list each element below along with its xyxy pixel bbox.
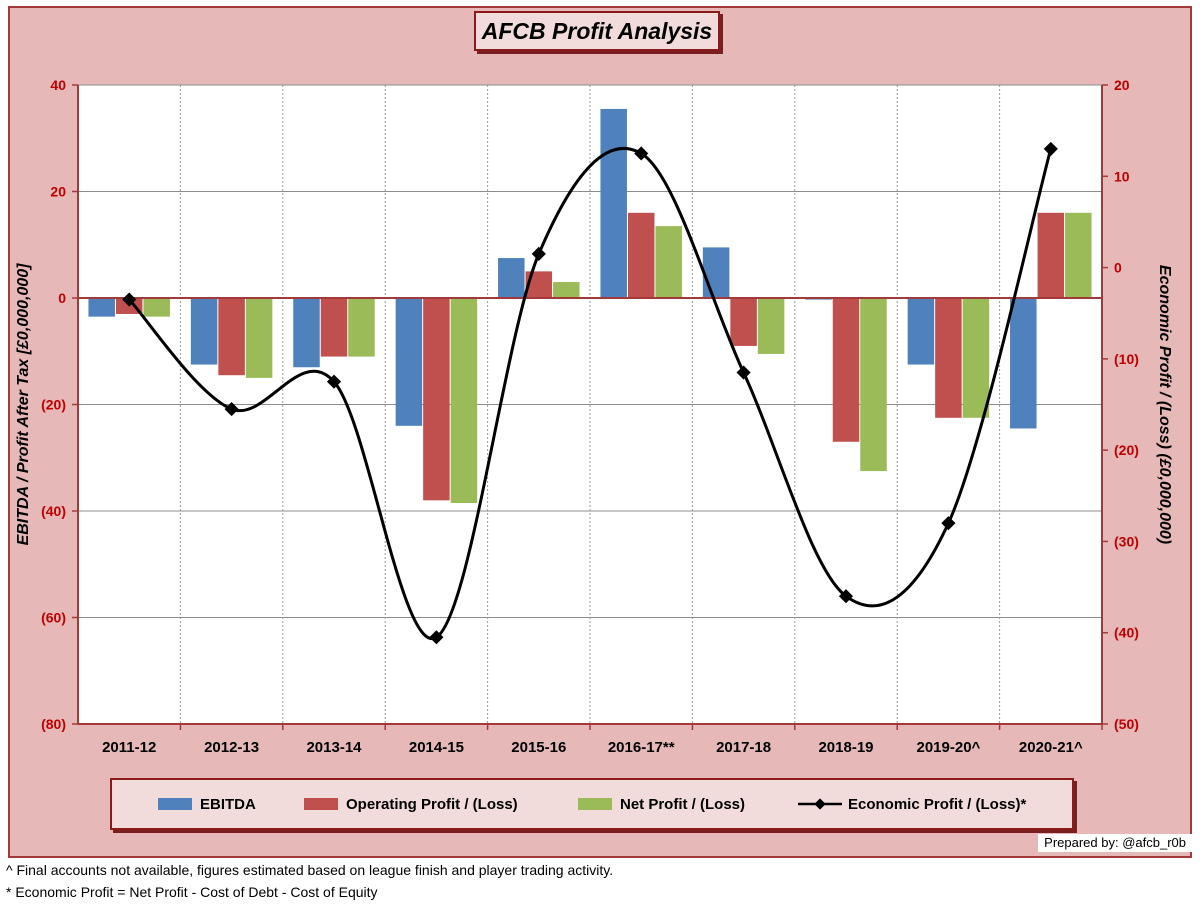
legend-swatch-net [578, 798, 612, 810]
bar-operating-profit [832, 298, 860, 442]
x-tick-label: 2014-15 [409, 739, 464, 756]
bar-net-profit [553, 282, 580, 298]
legend-swatch-operating [304, 798, 338, 810]
legend-item-net: Net Profit / (Loss) [578, 780, 745, 828]
bar-operating-profit [320, 298, 348, 357]
legend-item-ebitda: EBITDA [158, 780, 256, 828]
x-tick-label: 2013-14 [306, 739, 362, 756]
bar-net-profit [860, 298, 887, 472]
x-tick-label: 2015-16 [511, 739, 566, 756]
economic-profit-marker [122, 292, 137, 307]
bar-ebitda [498, 258, 525, 298]
bar-net-profit [143, 298, 170, 317]
left-tick-label: (80) [41, 716, 66, 732]
left-axis-title: EBITDA / Profit After Tax [£0,000,000] [15, 263, 32, 546]
right-tick-label: 0 [1114, 260, 1122, 276]
right-tick-label: (30) [1114, 533, 1139, 549]
economic-profit-marker [736, 365, 751, 380]
footnote-estimated: ^ Final accounts not available, figures … [6, 862, 614, 878]
bar-ebitda [293, 298, 320, 368]
right-axis-title: Economic Profit / (Loss) (£0,000,000) [1156, 265, 1173, 544]
bar-ebitda [88, 298, 115, 317]
x-tick-label: 2017-18 [716, 739, 771, 756]
bar-operating-profit [730, 298, 757, 346]
bar-ebitda [907, 298, 935, 365]
economic-profit-line [128, 147, 1053, 641]
economic-profit-marker [838, 589, 854, 604]
economic-profit-marker [224, 401, 239, 417]
bar-ebitda [190, 298, 218, 365]
x-tick-label: 2018-19 [818, 739, 873, 756]
bar-ebitda [702, 247, 730, 298]
x-tick-label: 2020-21^ [1019, 739, 1083, 756]
bar-ebitda [395, 298, 423, 426]
left-tick-label: 0 [58, 290, 66, 306]
left-tick-label: (40) [41, 503, 66, 519]
bar-operating-profit [1037, 212, 1065, 298]
prepared-by: Prepared by: @afcb_r0b [1038, 834, 1192, 852]
right-tick-label: (50) [1114, 716, 1139, 732]
bar-net-profit [962, 298, 990, 418]
bar-operating-profit [627, 212, 655, 298]
right-tick-label: (40) [1114, 625, 1139, 641]
x-tick-label: 2011-12 [102, 739, 156, 756]
left-tick-label: 40 [50, 77, 66, 93]
x-tick-label: 2019-20^ [916, 739, 980, 756]
right-tick-label: 10 [1114, 168, 1130, 184]
left-tick-label: (60) [41, 610, 66, 626]
bar-net-profit [1065, 212, 1092, 298]
right-tick-label: (10) [1114, 351, 1139, 367]
economic-profit-marker [429, 630, 444, 645]
legend-label-economic: Economic Profit / (Loss)* [848, 795, 1027, 813]
legend-item-operating: Operating Profit / (Loss) [304, 780, 518, 828]
bar-net-profit [757, 298, 785, 354]
legend: EBITDA Operating Profit / (Loss) Net Pro… [110, 778, 1074, 830]
right-tick-label: (20) [1114, 442, 1139, 458]
bar-ebitda [600, 108, 627, 299]
economic-profit-marker [531, 246, 546, 261]
bar-ebitda [1010, 298, 1037, 429]
left-tick-label: 20 [50, 184, 66, 200]
legend-swatch-economic [798, 798, 842, 810]
right-tick-label: 20 [1114, 77, 1130, 93]
legend-item-economic: Economic Profit / (Loss)* [798, 780, 1026, 828]
x-tick-label: 2012-13 [204, 739, 259, 756]
legend-label-operating: Operating Profit / (Loss) [346, 795, 518, 813]
economic-profit-marker [941, 516, 956, 531]
economic-profit-marker [634, 146, 649, 161]
legend-label-net: Net Profit / (Loss) [620, 795, 746, 813]
bar-operating-profit [423, 298, 450, 501]
legend-swatch-ebitda [158, 798, 192, 810]
bar-net-profit [450, 298, 478, 504]
economic-profit-marker [326, 374, 342, 389]
legend-label-ebitda: EBITDA [200, 795, 256, 813]
bar-net-profit [655, 226, 682, 298]
bar-net-profit [348, 298, 375, 357]
bar-net-profit [245, 298, 273, 378]
bar-operating-profit [935, 298, 962, 418]
x-tick-label: 2016-17** [608, 739, 675, 756]
economic-profit-marker [1043, 141, 1058, 156]
footnote-economic-profit: * Economic Profit = Net Profit - Cost of… [6, 884, 378, 900]
bar-operating-profit [218, 298, 245, 376]
left-tick-label: (20) [41, 397, 66, 413]
chart-title: AFCB Profit Analysis [474, 11, 720, 51]
